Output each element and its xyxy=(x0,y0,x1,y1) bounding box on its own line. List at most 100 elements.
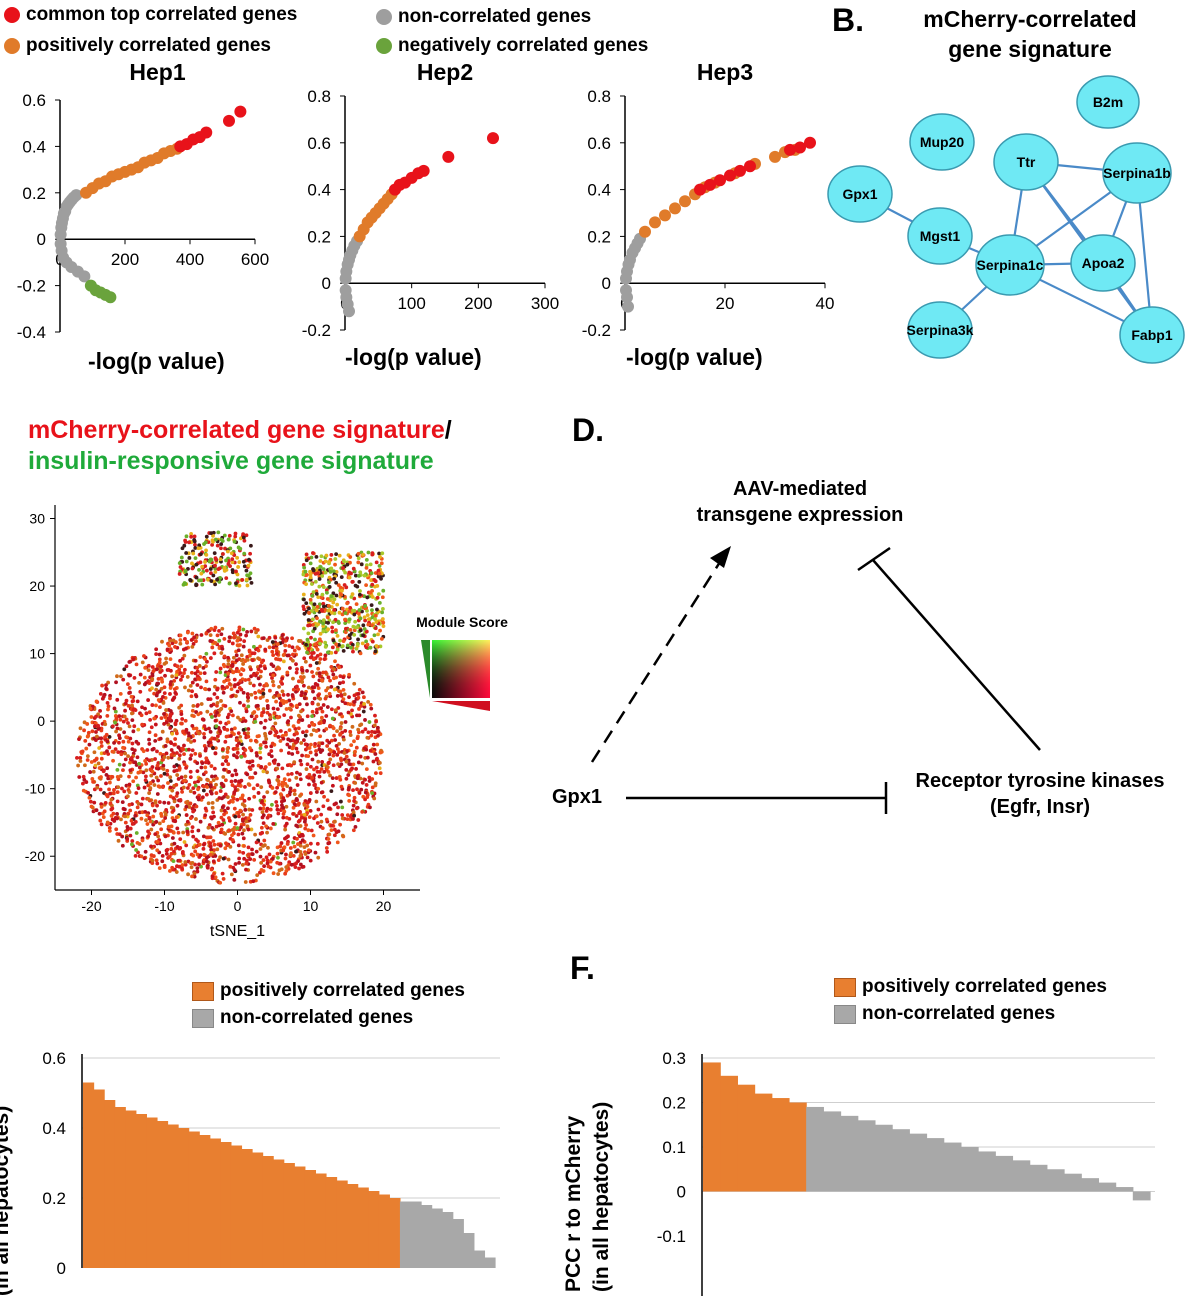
cell-point xyxy=(352,795,357,800)
y-tick-label: 0.8 xyxy=(587,87,611,106)
cell-point xyxy=(208,852,213,857)
cell-point xyxy=(169,846,174,851)
cell-point xyxy=(276,855,280,860)
cell-point xyxy=(244,533,249,538)
cell-point xyxy=(165,739,170,744)
cell-point xyxy=(311,622,316,627)
cell-point xyxy=(327,740,332,745)
cell-point xyxy=(172,769,177,774)
cell-point xyxy=(138,689,143,694)
cell-point xyxy=(288,846,293,850)
cell-point xyxy=(359,787,364,792)
cell-point xyxy=(198,655,203,659)
cell-point xyxy=(191,853,196,858)
cell-point xyxy=(216,858,221,862)
cell-point xyxy=(239,687,244,692)
cell-point xyxy=(313,782,317,787)
panel-f-bar-chart: -0.100.10.20.3 xyxy=(657,1049,1155,1296)
cell-point xyxy=(294,849,298,854)
cell-point xyxy=(352,612,357,617)
cell-point xyxy=(247,557,251,562)
cell-point xyxy=(350,724,355,729)
cell-point xyxy=(275,785,280,790)
cell-point xyxy=(340,813,345,817)
cell-point xyxy=(307,746,312,750)
bar xyxy=(220,1142,232,1268)
cell-point xyxy=(155,861,160,866)
cell-point xyxy=(296,687,300,692)
cell-point xyxy=(300,838,305,843)
panel-b-title: mCherry-correlated gene signature xyxy=(880,4,1180,64)
cell-point xyxy=(306,848,311,853)
cell-point xyxy=(291,805,296,810)
cell-point xyxy=(246,727,251,731)
cell-point xyxy=(261,769,266,774)
cell-point xyxy=(174,673,179,677)
cell-point xyxy=(191,703,196,708)
cell-point xyxy=(288,853,293,858)
cell-point xyxy=(376,568,381,573)
panel-b-title-line1: mCherry-correlated xyxy=(923,6,1137,32)
cell-point xyxy=(369,603,374,608)
cell-point xyxy=(171,830,176,835)
x-tick-label: 0 xyxy=(234,898,242,914)
cell-point xyxy=(327,580,331,585)
cell-point xyxy=(184,727,189,732)
cell-point xyxy=(118,691,123,696)
cell-point xyxy=(99,756,104,761)
cell-point xyxy=(338,674,343,679)
cell-point xyxy=(317,721,322,726)
cell-point xyxy=(376,574,381,579)
cell-point xyxy=(187,805,192,809)
cell-point xyxy=(274,651,279,656)
cell-point xyxy=(211,539,215,544)
cell-point xyxy=(358,628,363,633)
cell-point xyxy=(218,670,223,675)
cell-point xyxy=(296,679,301,684)
chart-title: Hep3 xyxy=(697,60,753,85)
cell-point xyxy=(185,830,190,834)
cell-point xyxy=(332,667,336,671)
cell-point xyxy=(311,779,316,784)
cell-point xyxy=(307,606,311,611)
cell-point xyxy=(373,730,378,735)
y-tick-label: 0.2 xyxy=(22,184,46,203)
cell-point xyxy=(225,549,230,554)
cell-point xyxy=(253,719,258,724)
cell-point xyxy=(149,844,153,849)
cell-point xyxy=(278,729,283,733)
cell-point xyxy=(347,570,352,575)
cell-point xyxy=(261,691,266,696)
cell-point xyxy=(295,645,300,650)
cell-point xyxy=(128,826,133,831)
cell-point xyxy=(189,532,194,536)
cell-point xyxy=(160,785,165,790)
cell-point xyxy=(110,749,115,754)
cell-point xyxy=(312,605,316,610)
legend-label: positively correlated genes xyxy=(220,980,465,1001)
cell-point xyxy=(131,657,136,662)
cell-point xyxy=(121,739,126,744)
cell-point xyxy=(294,670,299,675)
cell-point xyxy=(259,785,264,790)
cell-point xyxy=(105,749,109,754)
cell-point xyxy=(84,780,89,784)
cell-point xyxy=(325,615,330,620)
cell-point xyxy=(315,571,320,576)
cell-point xyxy=(152,808,157,813)
network-node xyxy=(907,301,973,359)
cell-point xyxy=(317,584,322,589)
cell-point xyxy=(180,546,185,551)
cell-point xyxy=(130,842,134,847)
cell-point xyxy=(303,852,308,856)
cell-point xyxy=(308,764,313,769)
y-tick-label: -0.2 xyxy=(582,321,611,340)
cell-point xyxy=(223,792,228,797)
cell-point xyxy=(307,815,312,820)
cell-point xyxy=(234,738,239,743)
cell-point xyxy=(364,629,369,634)
cell-point xyxy=(335,633,340,638)
cell-point xyxy=(356,818,361,822)
cell-point xyxy=(233,768,238,773)
cell-point xyxy=(258,854,263,859)
